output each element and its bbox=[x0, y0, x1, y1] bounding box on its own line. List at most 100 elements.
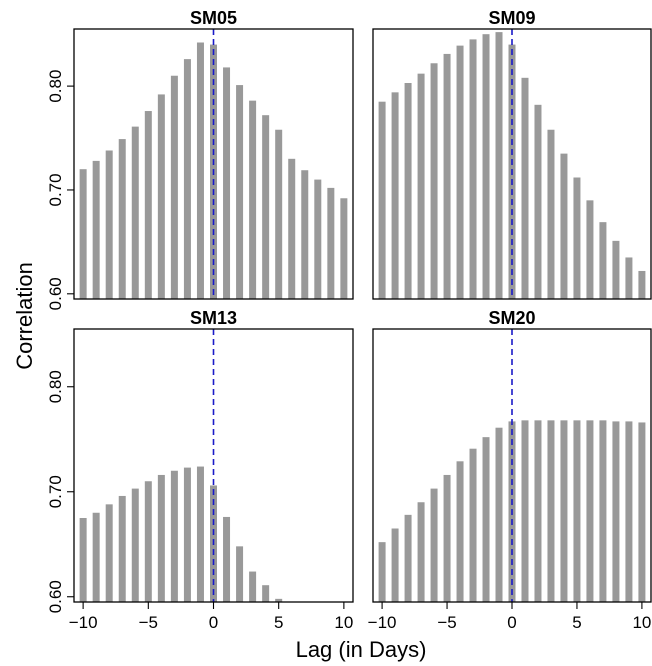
bar-sm13-lag--5 bbox=[144, 481, 152, 602]
bar-sm05-lag--10 bbox=[79, 169, 87, 299]
bar-sm20-lag--7 bbox=[417, 502, 425, 602]
bar-sm20-lag-5 bbox=[573, 420, 581, 602]
bar-sm13-lag-1 bbox=[223, 516, 231, 602]
bar-sm13-lag--2 bbox=[183, 467, 191, 602]
bar-sm09-lag--3 bbox=[469, 39, 477, 299]
bar-sm05-lag--2 bbox=[183, 59, 191, 300]
x-tick-label-sm20--5: −5 bbox=[437, 613, 456, 632]
bar-sm13-lag--3 bbox=[170, 470, 178, 602]
bar-sm20-lag-8 bbox=[612, 421, 620, 602]
bar-sm20-lag-1 bbox=[521, 420, 529, 602]
x-tick-label-sm13-10: 10 bbox=[334, 613, 353, 632]
panel-frame-sm05 bbox=[73, 28, 354, 300]
bar-sm09-lag-6 bbox=[586, 200, 594, 299]
bar-sm09-lag--7 bbox=[417, 73, 425, 300]
bar-sm13-lag-3 bbox=[249, 571, 257, 602]
bar-sm13-lag--10 bbox=[79, 518, 87, 602]
y-tick-label-sm13-0-80: 0.80 bbox=[46, 370, 65, 403]
x-tick-label-sm13--5: −5 bbox=[139, 613, 158, 632]
bar-sm05-lag-1 bbox=[223, 67, 231, 299]
y-tick-label-sm05-0-80: 0.80 bbox=[46, 70, 65, 103]
x-tick-label-sm13-0: 0 bbox=[209, 613, 218, 632]
bar-sm09-lag--6 bbox=[430, 63, 438, 299]
x-tick-label-sm20-0: 0 bbox=[507, 613, 516, 632]
bar-sm05-lag-4 bbox=[262, 115, 270, 299]
bar-sm09-lag--1 bbox=[495, 32, 503, 300]
bar-sm05-lag-6 bbox=[288, 158, 296, 299]
bar-sm09-lag-8 bbox=[612, 240, 620, 299]
bar-sm05-lag--8 bbox=[105, 150, 113, 299]
bar-sm05-lag--6 bbox=[131, 126, 139, 300]
bar-sm05-lag-7 bbox=[301, 170, 309, 299]
bar-sm05-lag-2 bbox=[236, 85, 244, 299]
bar-sm13-lag-4 bbox=[262, 585, 270, 602]
bar-sm05-lag--5 bbox=[144, 111, 152, 299]
bar-sm13-lag-5 bbox=[275, 598, 283, 602]
bar-sm13-lag-2 bbox=[236, 546, 244, 602]
x-tick-label-sm20-10: 10 bbox=[632, 613, 651, 632]
bar-sm13-lag--7 bbox=[118, 495, 126, 602]
panel-title-sm13: SM13 bbox=[190, 308, 237, 328]
bar-sm05-lag-8 bbox=[314, 179, 322, 299]
bar-sm09-lag-7 bbox=[599, 222, 607, 299]
panel-sm05: SM05 0.60 0.70 0.80 bbox=[46, 8, 354, 310]
bar-sm20-lag--2 bbox=[482, 437, 490, 602]
bar-sm20-lag-9 bbox=[625, 421, 633, 602]
bar-sm20-lag--8 bbox=[404, 514, 412, 602]
bar-sm05-lag-5 bbox=[275, 129, 283, 299]
bar-sm09-lag-1 bbox=[521, 77, 529, 299]
x-axis-title: Lag (in Days) bbox=[296, 637, 427, 662]
bar-sm20-lag-4 bbox=[560, 420, 568, 602]
x-tick-label-sm13--10: −10 bbox=[69, 613, 98, 632]
bar-sm09-lag--9 bbox=[391, 92, 399, 299]
bar-sm09-lag-2 bbox=[534, 104, 542, 299]
bar-sm05-lag--4 bbox=[157, 94, 165, 299]
bar-sm20-lag-3 bbox=[547, 420, 555, 602]
y-tick-label-sm13-0-70: 0.70 bbox=[46, 475, 65, 508]
panel-title-sm20: SM20 bbox=[488, 308, 535, 328]
bar-sm20-lag--6 bbox=[430, 488, 438, 602]
bar-sm05-lag--1 bbox=[196, 42, 204, 299]
y-axis-title: Correlation bbox=[12, 262, 37, 370]
panel-sm13: SM13 0.60 0.70 0.80 −10 −5 0 5 10 bbox=[46, 308, 354, 632]
bar-sm13-lag--8 bbox=[105, 504, 113, 602]
bar-sm20-lag--3 bbox=[469, 448, 477, 602]
bar-sm13-lag--1 bbox=[196, 466, 204, 602]
bar-sm05-lag--7 bbox=[118, 139, 126, 299]
bar-sm20-lag--5 bbox=[443, 474, 451, 602]
bar-sm13-lag--4 bbox=[157, 474, 165, 602]
bar-sm20-lag-7 bbox=[599, 420, 607, 602]
bar-sm09-lag--8 bbox=[404, 83, 412, 299]
bar-sm09-lag-9 bbox=[625, 257, 633, 299]
panel-sm20: SM20 −10 −5 0 5 10 bbox=[368, 308, 652, 632]
bar-sm20-lag--1 bbox=[495, 427, 503, 602]
y-tick-label-sm13-0-60: 0.60 bbox=[46, 580, 65, 613]
bar-sm13-lag--9 bbox=[92, 512, 100, 602]
y-tick-label-sm05-0-60: 0.60 bbox=[46, 277, 65, 310]
bar-sm20-lag--9 bbox=[391, 528, 399, 602]
bar-sm09-lag--4 bbox=[456, 45, 464, 300]
bar-sm20-lag--4 bbox=[456, 461, 464, 602]
bar-sm05-lag--3 bbox=[170, 75, 178, 299]
bar-sm13-lag--6 bbox=[131, 488, 139, 602]
bar-sm20-lag--10 bbox=[378, 542, 386, 602]
panel-sm09: SM09 bbox=[372, 8, 652, 300]
bar-sm09-lag--5 bbox=[443, 53, 451, 299]
x-tick-label-sm20--10: −10 bbox=[368, 613, 397, 632]
bar-sm05-lag-9 bbox=[327, 187, 335, 299]
bar-sm09-lag-3 bbox=[547, 129, 555, 299]
bar-sm09-lag--2 bbox=[482, 34, 490, 299]
x-tick-label-sm13-5: 5 bbox=[274, 613, 283, 632]
bar-sm09-lag-5 bbox=[573, 177, 581, 299]
bar-sm09-lag-10 bbox=[638, 270, 646, 299]
panel-title-sm09: SM09 bbox=[488, 8, 535, 28]
panel-frame-sm09 bbox=[372, 28, 652, 300]
x-tick-label-sm20-5: 5 bbox=[572, 613, 581, 632]
bar-sm09-lag-4 bbox=[560, 153, 568, 299]
bar-sm20-lag-2 bbox=[534, 420, 542, 602]
bar-sm05-lag-3 bbox=[249, 100, 257, 300]
bar-sm09-lag--10 bbox=[378, 101, 386, 299]
panel-title-sm05: SM05 bbox=[190, 8, 237, 28]
bar-sm20-lag-6 bbox=[586, 420, 594, 602]
